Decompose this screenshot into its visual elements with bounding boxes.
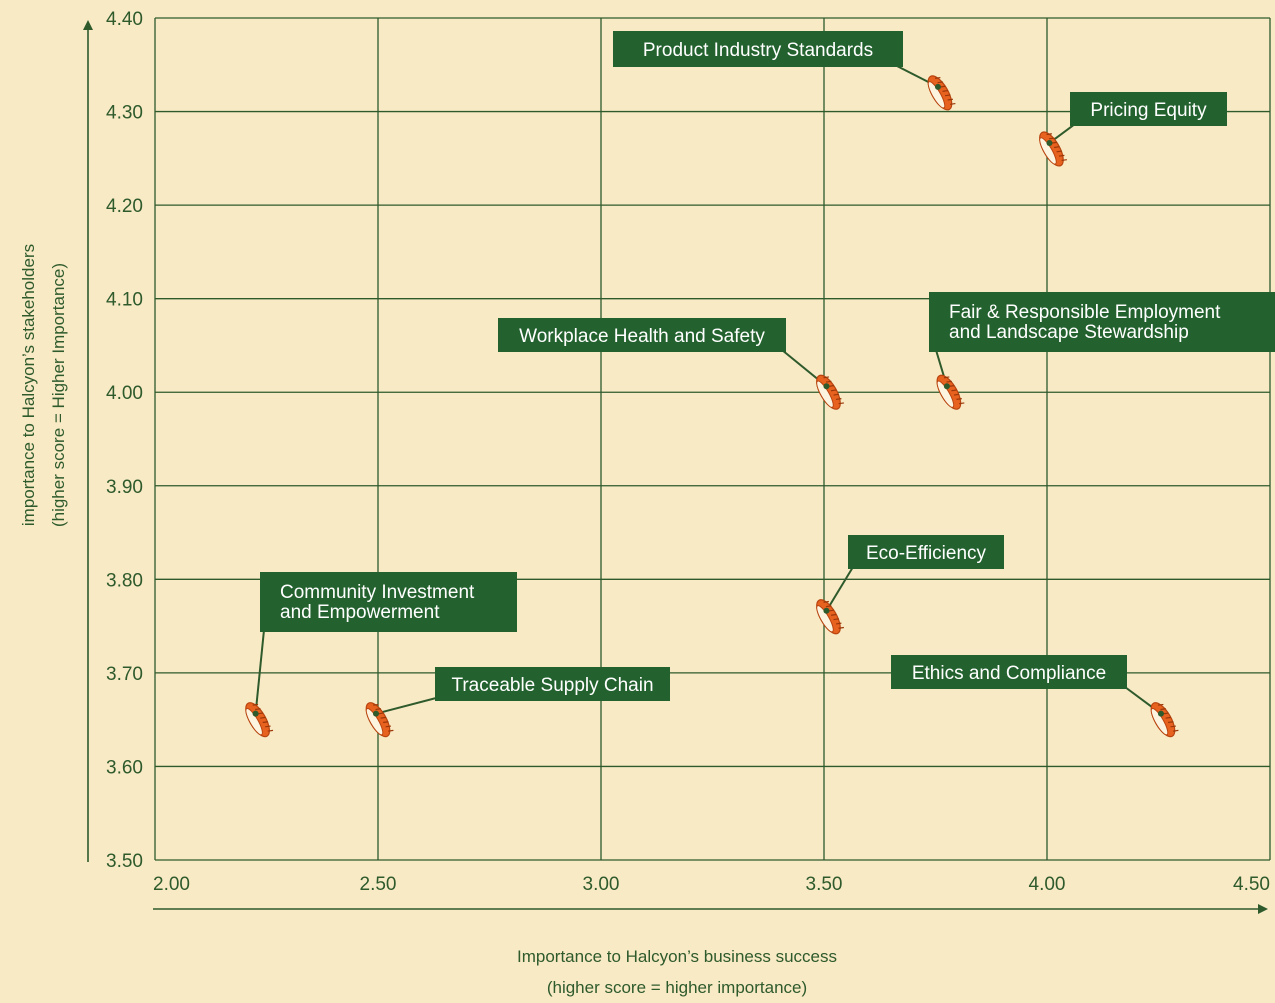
- y-tick-label: 3.60: [106, 757, 143, 778]
- point-label-text: Product Industry Standards: [643, 40, 873, 61]
- point-label: Product Industry Standards: [613, 31, 903, 67]
- y-tick-label: 4.00: [106, 383, 143, 404]
- tire-icon: [245, 702, 274, 738]
- data-points: [245, 75, 1179, 738]
- x-tick-label: 2.50: [360, 874, 397, 895]
- tire-icon: [365, 702, 394, 738]
- point-label: Ethics and Compliance: [891, 655, 1127, 689]
- tire-icon: [1039, 131, 1067, 167]
- y-tick-label: 3.90: [106, 477, 143, 498]
- point-label: Eco-Efficiency: [848, 535, 1004, 569]
- label-box: [260, 572, 517, 632]
- label-box: [891, 655, 1127, 689]
- point-label-text: Fair & Responsible Employment: [949, 302, 1221, 323]
- y-tick-label: 4.40: [106, 9, 143, 30]
- y-tick-label: 3.70: [106, 664, 143, 685]
- point-label-text: Community Investment: [280, 582, 475, 603]
- x-tick-label: 3.00: [583, 874, 620, 895]
- tire-icon: [927, 75, 956, 111]
- leader-line: [825, 566, 854, 612]
- point-label-text: Workplace Health and Safety: [519, 326, 765, 347]
- point-label-text: Traceable Supply Chain: [451, 675, 653, 696]
- x-tick-label: 2.00: [153, 874, 190, 895]
- label-box: [613, 31, 903, 67]
- point-labels: Product Industry Standards Pricing Equity…: [260, 31, 1275, 701]
- point-label-text: Ethics and Compliance: [912, 663, 1106, 684]
- tire-icon: [1150, 702, 1179, 738]
- label-box: [435, 667, 670, 701]
- y-tick-label: 3.80: [106, 570, 143, 591]
- tick-labels: 3.50 3.60 3.70 3.80 3.90 4.00 4.10 4.20 4.30 4.40…: [106, 9, 1270, 895]
- label-box: [848, 535, 1004, 569]
- x-tick-label: 3.50: [806, 874, 843, 895]
- y-tick-label: 4.30: [106, 103, 143, 124]
- point-label: Workplace Health and Safety: [498, 318, 786, 352]
- y-axis-title: importance to Halcyon’s stakeholders: [19, 244, 38, 526]
- axes: [83, 20, 1268, 914]
- leader-line: [375, 696, 441, 715]
- y-tick-label: 4.10: [106, 290, 143, 311]
- label-box: [1070, 92, 1227, 126]
- point-label-text: and Landscape Stewardship: [949, 322, 1189, 343]
- y-axis-subtitle: (higher score = Higher Importance): [49, 263, 68, 527]
- tire-icon: [816, 599, 844, 635]
- y-tick-label: 3.50: [106, 851, 143, 872]
- point-label: Pricing Equity: [1070, 92, 1227, 126]
- x-axis-subtitle: (higher score = higher importance): [547, 978, 807, 997]
- x-axis-title: Importance to Halcyon’s business success: [517, 947, 837, 966]
- y-axis-title-group: importance to Halcyon’s stakeholders (hig…: [19, 244, 68, 527]
- grid: [154, 17, 1271, 861]
- x-tick-label: 4.50: [1233, 874, 1270, 895]
- point-label-text: and Empowerment: [280, 602, 440, 623]
- point-label: Traceable Supply Chain: [435, 667, 670, 701]
- x-tick-label: 4.00: [1029, 874, 1066, 895]
- label-box: [498, 318, 786, 352]
- leader-line: [254, 629, 265, 714]
- tire-icon: [816, 374, 844, 410]
- axis-titles: Importance to Halcyon’s business success…: [19, 244, 837, 997]
- label-box: [929, 292, 1275, 352]
- point-label-text: Eco-Efficiency: [866, 543, 987, 564]
- y-tick-label: 4.20: [106, 196, 143, 217]
- point-label-text: Pricing Equity: [1090, 100, 1207, 121]
